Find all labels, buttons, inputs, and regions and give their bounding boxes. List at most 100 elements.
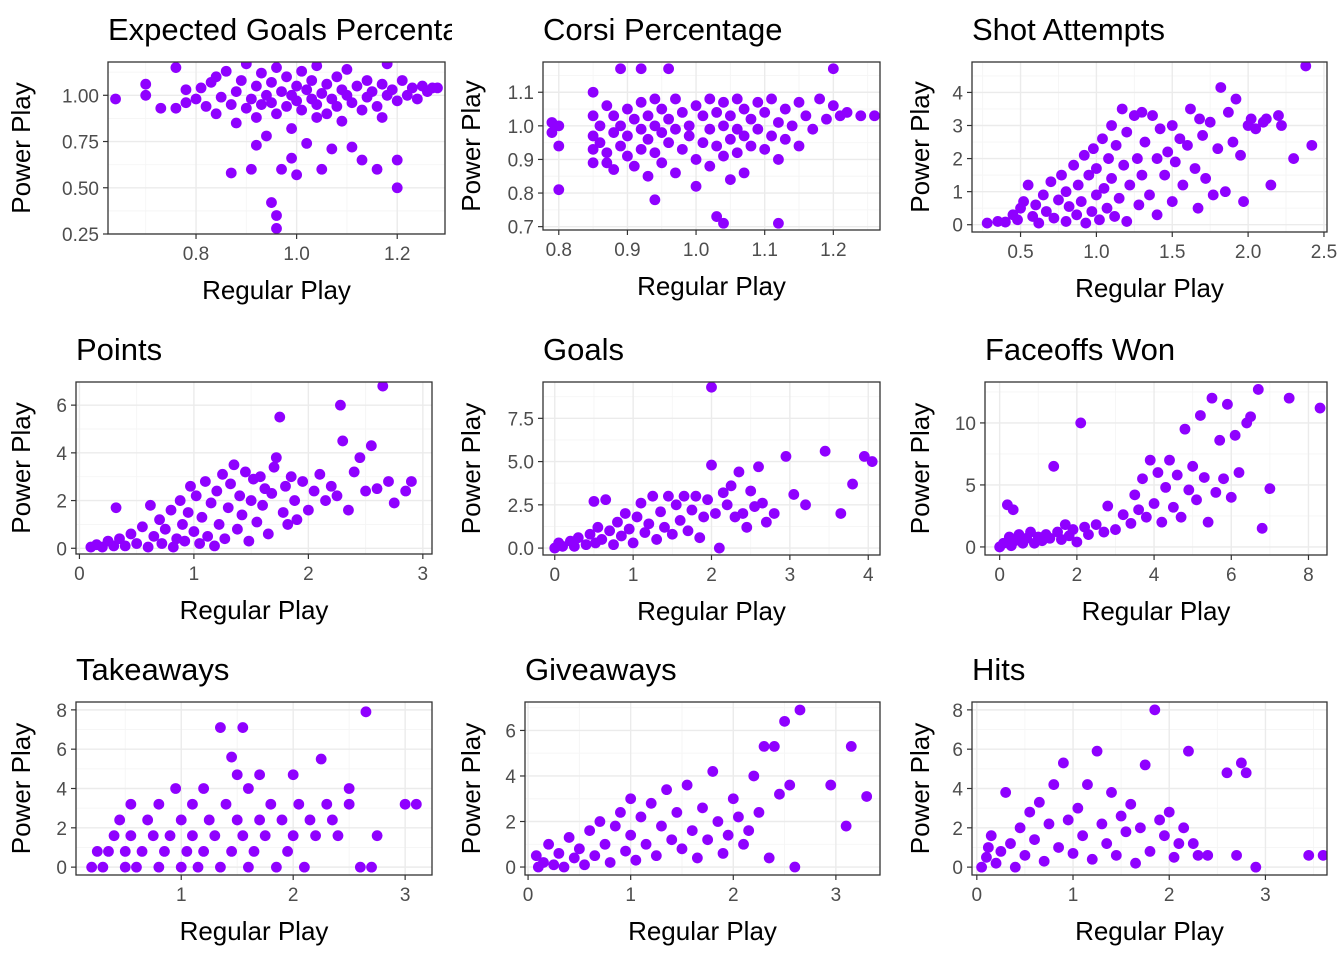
data-point bbox=[766, 93, 777, 105]
data-point bbox=[1156, 516, 1168, 528]
data-point bbox=[752, 123, 764, 135]
data-point bbox=[674, 515, 686, 526]
x-tick-label: 2 bbox=[1072, 565, 1083, 586]
x-tick-label: 1 bbox=[625, 885, 636, 906]
data-point bbox=[599, 838, 611, 850]
data-point bbox=[203, 814, 215, 826]
y-axis-title: Power Play bbox=[6, 402, 36, 534]
data-point bbox=[153, 798, 165, 810]
y-tick-label: 6 bbox=[56, 396, 67, 417]
points bbox=[530, 704, 873, 873]
data-point bbox=[175, 861, 187, 873]
data-point bbox=[722, 829, 734, 841]
data-point bbox=[1256, 522, 1268, 534]
data-point bbox=[1288, 153, 1300, 164]
data-point bbox=[159, 846, 170, 857]
data-point bbox=[1273, 110, 1284, 121]
data-point bbox=[1197, 130, 1208, 141]
data-point bbox=[712, 816, 724, 827]
data-point bbox=[635, 143, 647, 155]
data-point bbox=[311, 62, 323, 72]
data-point bbox=[615, 807, 626, 818]
data-point bbox=[306, 75, 318, 86]
data-point bbox=[195, 82, 207, 94]
data-point bbox=[1115, 810, 1127, 822]
data-point bbox=[717, 847, 729, 859]
data-point bbox=[759, 143, 771, 155]
y-tick-label: 0.75 bbox=[62, 133, 99, 154]
data-point bbox=[1060, 216, 1072, 227]
data-point bbox=[622, 103, 633, 115]
data-point bbox=[1014, 822, 1026, 834]
data-point bbox=[114, 814, 126, 826]
x-tick-label: 0.9 bbox=[614, 240, 640, 261]
data-point bbox=[220, 65, 232, 77]
data-point bbox=[1098, 526, 1110, 538]
data-point bbox=[1129, 489, 1141, 501]
y-axis-title: Power Play bbox=[456, 80, 486, 212]
data-point bbox=[724, 133, 736, 145]
data-point bbox=[663, 137, 675, 149]
data-point bbox=[406, 82, 418, 94]
data-point bbox=[217, 468, 228, 480]
data-point bbox=[119, 540, 131, 552]
data-point bbox=[296, 65, 308, 77]
data-point bbox=[165, 504, 177, 516]
data-point bbox=[371, 483, 383, 495]
data-point bbox=[343, 798, 355, 810]
data-point bbox=[354, 861, 366, 873]
x-tick-label: 0 bbox=[972, 885, 983, 906]
data-point bbox=[119, 861, 131, 873]
data-point bbox=[733, 466, 745, 478]
x-tick-label: 2 bbox=[303, 564, 314, 585]
data-point bbox=[990, 857, 1002, 869]
data-point bbox=[557, 540, 568, 552]
data-point bbox=[381, 62, 393, 70]
data-point bbox=[681, 779, 693, 791]
data-point bbox=[1300, 62, 1312, 72]
data-point bbox=[180, 84, 192, 96]
data-point bbox=[308, 485, 320, 497]
x-tick-label: 0.8 bbox=[183, 244, 209, 265]
data-point bbox=[1018, 196, 1029, 207]
y-tick-label: 2 bbox=[952, 150, 963, 171]
data-point bbox=[237, 722, 249, 733]
x-axis-title: Regular Play bbox=[180, 916, 329, 946]
data-point bbox=[287, 830, 299, 842]
data-point bbox=[391, 154, 403, 166]
data-point bbox=[827, 63, 839, 75]
data-point bbox=[1144, 846, 1156, 857]
data-point bbox=[1033, 217, 1045, 229]
data-point bbox=[1200, 173, 1212, 184]
data-point bbox=[601, 157, 613, 169]
data-point bbox=[985, 830, 997, 842]
data-point bbox=[745, 485, 757, 497]
y-tick-label: 0 bbox=[952, 858, 963, 879]
data-point bbox=[1207, 189, 1219, 201]
data-point bbox=[131, 861, 142, 873]
data-point bbox=[1222, 106, 1234, 118]
panel-6: 1 2 3 0 2 4 6 8 Regular Play Power Play Takeaways bbox=[6, 652, 433, 946]
data-point bbox=[579, 859, 590, 871]
data-point bbox=[773, 217, 784, 229]
data-point bbox=[119, 846, 131, 857]
data-point bbox=[1096, 818, 1108, 830]
data-point bbox=[1177, 179, 1189, 191]
y-tick-label: 8 bbox=[56, 701, 67, 722]
data-point bbox=[573, 843, 585, 855]
panel-title: Shot Attempts bbox=[972, 12, 1165, 47]
data-point bbox=[1136, 169, 1148, 181]
data-point bbox=[291, 169, 303, 181]
data-point bbox=[587, 143, 599, 155]
y-tick-label: 1.1 bbox=[508, 83, 534, 104]
data-point bbox=[1178, 822, 1190, 834]
data-point bbox=[159, 523, 171, 535]
data-point bbox=[215, 91, 227, 103]
data-point bbox=[1215, 82, 1227, 93]
data-point bbox=[793, 96, 805, 108]
data-point bbox=[336, 115, 348, 127]
data-point bbox=[190, 490, 202, 502]
data-point bbox=[225, 167, 237, 179]
data-point bbox=[396, 75, 408, 86]
data-point bbox=[125, 830, 137, 842]
